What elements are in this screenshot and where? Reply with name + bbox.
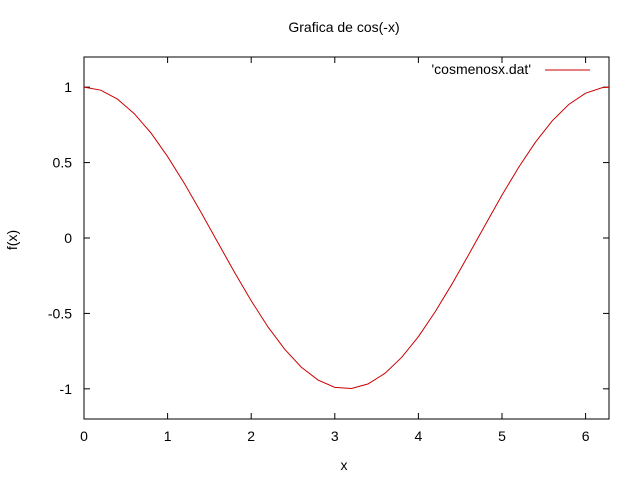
y-tick-label: 0.5 xyxy=(53,155,73,171)
series-line xyxy=(83,86,610,390)
legend-label: 'cosmenosx.dat' xyxy=(431,61,531,77)
y-tick-label: -1 xyxy=(60,381,73,397)
series-layer xyxy=(83,86,610,390)
plot-frame xyxy=(83,56,610,420)
x-tick-label: 0 xyxy=(80,428,88,444)
y-tick-label: -0.5 xyxy=(48,305,72,321)
x-tick-label: 2 xyxy=(247,428,255,444)
chart-title: Grafica de cos(-x) xyxy=(288,19,399,35)
x-axis-label: x xyxy=(341,457,348,473)
y-tick-label: 1 xyxy=(64,79,72,95)
y-tick-label: 0 xyxy=(64,230,72,246)
x-tick-label: 5 xyxy=(498,428,506,444)
x-tick-label: 4 xyxy=(414,428,422,444)
y-axis: 1 0.5 0 -0.5 -1 xyxy=(48,79,609,397)
legend: 'cosmenosx.dat' xyxy=(431,61,590,77)
x-tick-label: 6 xyxy=(582,428,590,444)
y-axis-label: f(x) xyxy=(4,230,20,250)
x-tick-label: 3 xyxy=(331,428,339,444)
x-axis: 0 1 2 3 4 5 6 xyxy=(80,57,590,444)
x-tick-label: 1 xyxy=(164,428,172,444)
